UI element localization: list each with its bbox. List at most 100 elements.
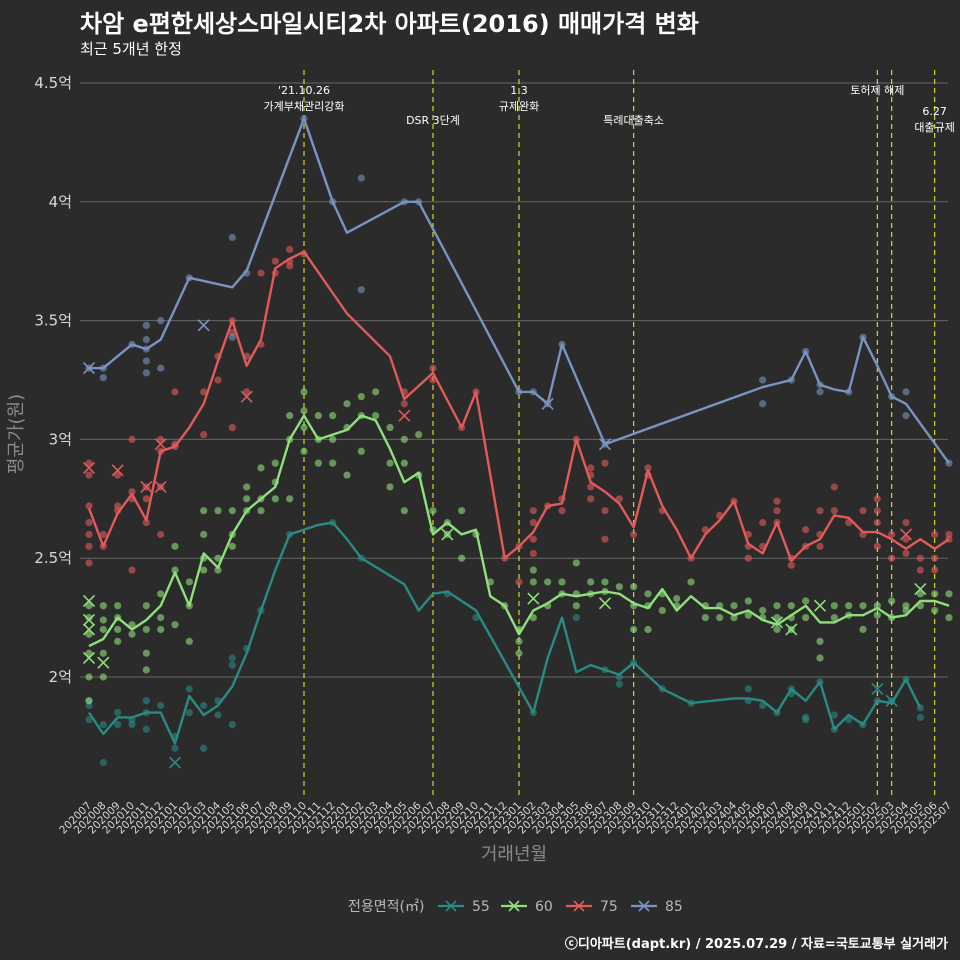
data-point xyxy=(228,233,236,242)
x-mark-point xyxy=(527,592,540,605)
data-point xyxy=(85,471,93,479)
data-point xyxy=(157,614,165,622)
event-label: 규제완화 xyxy=(499,100,539,113)
data-point xyxy=(185,637,193,645)
legend-key-mark xyxy=(638,900,650,912)
data-point xyxy=(830,483,838,491)
data-point xyxy=(773,497,781,505)
data-point xyxy=(386,483,394,491)
data-point xyxy=(931,554,939,562)
x-mark-point xyxy=(82,623,96,636)
data-point xyxy=(329,459,337,467)
data-point xyxy=(400,400,408,408)
data-point xyxy=(916,590,924,598)
data-point xyxy=(157,364,165,372)
data-point xyxy=(257,507,265,515)
x-mark-point xyxy=(813,599,827,612)
data-point xyxy=(171,621,179,629)
data-point xyxy=(228,423,236,432)
series-line xyxy=(88,521,922,745)
y-tick-label: 3.5억 xyxy=(34,312,72,330)
data-point xyxy=(415,431,423,439)
data-point xyxy=(888,530,896,539)
x-mark-point xyxy=(871,682,884,695)
x-mark-point xyxy=(154,438,167,451)
data-point xyxy=(558,507,566,515)
data-point xyxy=(744,597,752,605)
data-point xyxy=(142,357,150,365)
data-point xyxy=(529,578,537,586)
x-mark-point xyxy=(240,390,253,403)
data-point xyxy=(601,535,609,543)
data-point xyxy=(286,262,294,270)
x-mark-point xyxy=(82,613,96,627)
data-point xyxy=(200,431,208,439)
data-point xyxy=(257,269,265,277)
x-mark-point xyxy=(197,319,210,332)
data-point xyxy=(314,459,322,467)
source-caption: ⓒ디아파트(dapt.kr) / 2025.07.29 / 자료=국토교통부 실… xyxy=(564,937,948,952)
data-point xyxy=(873,611,881,619)
data-point xyxy=(888,597,896,605)
data-point xyxy=(185,578,193,586)
data-point xyxy=(386,423,394,432)
data-point xyxy=(873,542,881,550)
data-point xyxy=(687,578,695,586)
data-point xyxy=(859,507,867,515)
data-point xyxy=(372,388,380,396)
data-point xyxy=(630,625,638,634)
data-point xyxy=(314,412,322,420)
event-label: 6.27 xyxy=(922,105,947,118)
data-point xyxy=(343,471,351,479)
data-point xyxy=(142,518,150,527)
data-point xyxy=(85,530,93,539)
data-point xyxy=(744,554,752,562)
data-point xyxy=(558,578,566,586)
data-point xyxy=(572,602,580,610)
x-mark-point xyxy=(785,623,798,636)
data-point xyxy=(458,554,466,562)
x-axis: 2020072020082020092020102020112020122021… xyxy=(57,799,954,836)
data-point xyxy=(544,578,552,586)
data-point xyxy=(271,495,279,503)
data-point xyxy=(859,602,867,610)
data-point xyxy=(458,507,466,515)
data-point xyxy=(329,435,337,443)
data-point xyxy=(816,654,824,662)
data-point xyxy=(615,680,623,688)
data-point xyxy=(802,597,810,605)
data-point xyxy=(400,435,408,443)
data-point xyxy=(214,711,222,719)
legend-title: 전용면적(㎡) xyxy=(348,899,424,915)
data-point xyxy=(529,507,537,515)
data-point xyxy=(931,566,939,574)
data-point xyxy=(85,716,93,724)
series-85 xyxy=(82,115,953,467)
data-point xyxy=(601,459,609,467)
data-point xyxy=(128,435,136,443)
data-point xyxy=(157,701,165,710)
data-point xyxy=(601,507,609,515)
y-grid: 2억 2.5억 3억 3.5억 4억 4.5억 xyxy=(34,74,948,686)
series-55 xyxy=(85,518,924,769)
data-point xyxy=(587,495,595,503)
data-point xyxy=(271,257,279,265)
y-tick-label: 4억 xyxy=(49,193,72,211)
data-point xyxy=(802,526,810,534)
data-point xyxy=(630,530,638,539)
data-point xyxy=(529,518,537,527)
data-point xyxy=(286,245,294,253)
data-point xyxy=(658,606,666,615)
data-point xyxy=(816,507,824,515)
data-point xyxy=(142,336,150,344)
data-point xyxy=(529,614,537,622)
x-mark-point xyxy=(111,464,124,477)
x-axis-label: 거래년월 xyxy=(481,844,547,865)
legend-key-mark xyxy=(508,900,520,912)
data-point xyxy=(228,507,236,515)
data-point xyxy=(357,447,365,455)
data-point xyxy=(644,625,652,634)
data-point xyxy=(114,602,122,610)
data-point xyxy=(357,393,365,401)
